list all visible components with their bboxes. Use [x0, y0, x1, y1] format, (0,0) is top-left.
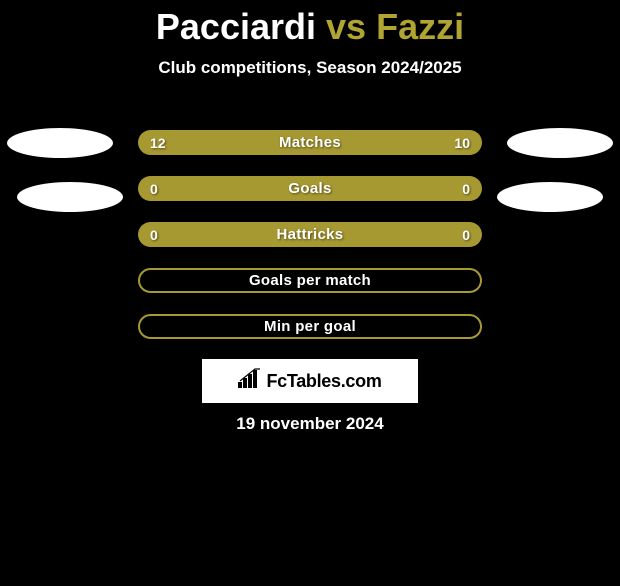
stat-label: Hattricks: [277, 226, 344, 243]
stat-label: Goals per match: [249, 272, 371, 289]
stat-left-value: 12: [150, 135, 166, 151]
source-logo-box: FcTables.com: [202, 359, 418, 403]
stat-row-goals: 0 Goals 0: [138, 176, 482, 201]
stat-label: Matches: [279, 134, 341, 151]
stat-row-matches: 12 Matches 10: [138, 130, 482, 155]
vs-separator: vs: [326, 6, 366, 47]
stat-row-goals-per-match: Goals per match: [138, 268, 482, 293]
player2-name: Fazzi: [376, 6, 464, 47]
team-badge-right-1: [507, 128, 613, 158]
stat-row-hattricks: 0 Hattricks 0: [138, 222, 482, 247]
team-badge-left-2: [17, 182, 123, 212]
stat-row-min-per-goal: Min per goal: [138, 314, 482, 339]
stat-left-value: 0: [150, 181, 158, 197]
stats-rows: 12 Matches 10 0 Goals 0 0 Hattricks 0 Go…: [138, 130, 482, 360]
stat-label: Min per goal: [264, 318, 356, 335]
stat-right-value: 0: [462, 227, 470, 243]
bars-chart-icon: [238, 368, 262, 395]
subtitle: Club competitions, Season 2024/2025: [0, 58, 620, 78]
team-badge-right-2: [497, 182, 603, 212]
source-logo-text: FcTables.com: [266, 371, 381, 392]
page-title: Pacciardi vs Fazzi: [0, 6, 620, 48]
stat-label: Goals: [288, 180, 331, 197]
source-logo: FcTables.com: [238, 368, 381, 395]
player1-name: Pacciardi: [156, 6, 316, 47]
snapshot-date: 19 november 2024: [0, 414, 620, 434]
team-badge-left-1: [7, 128, 113, 158]
stat-left-value: 0: [150, 227, 158, 243]
stat-right-value: 10: [454, 135, 470, 151]
stat-right-value: 0: [462, 181, 470, 197]
